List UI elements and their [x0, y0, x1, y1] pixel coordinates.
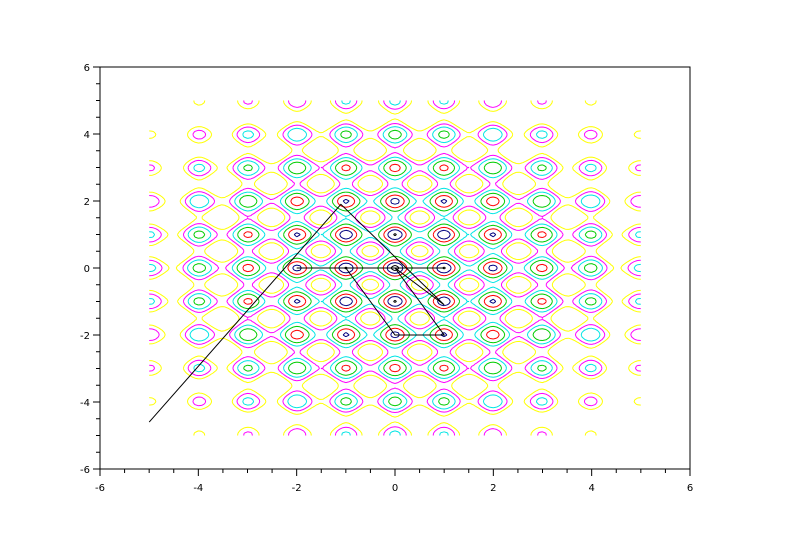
search-path: [148, 203, 446, 423]
x-tick-label: 4: [588, 483, 594, 494]
y-tick-label: 6: [84, 63, 90, 74]
contour-level-6: [149, 100, 641, 436]
y-tick-label: 2: [84, 197, 90, 208]
y-tick-label: -6: [80, 465, 90, 476]
y-tick-label: -4: [80, 398, 90, 409]
contour-level-1: [292, 197, 498, 339]
x-tick-label: 6: [687, 483, 693, 494]
x-tick-label: -6: [95, 483, 105, 494]
contour-lines: [149, 100, 641, 436]
contour-level-2: [242, 163, 548, 373]
y-tick-label: 4: [84, 130, 90, 141]
x-tick-label: 0: [392, 483, 398, 494]
contour-level-4: [149, 100, 641, 436]
axes: -6 -4 -2 0 2 4 6 -6 -4 -2 0 2 4 6: [80, 63, 693, 494]
x-tick-label: -4: [193, 483, 203, 494]
x-tick-label: 2: [490, 483, 496, 494]
search-path-line: [148, 203, 446, 423]
contour-level-5: [149, 100, 641, 436]
x-tick-label: -2: [292, 483, 302, 494]
y-tick-label: -2: [80, 331, 90, 342]
y-tick-label: 0: [84, 264, 90, 275]
